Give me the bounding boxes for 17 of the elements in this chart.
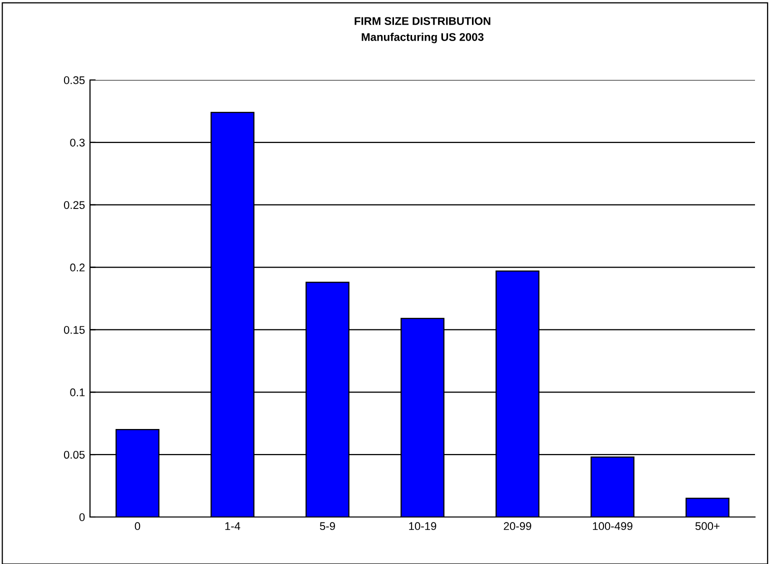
x-tick-label: 5-9 (320, 522, 336, 530)
y-tick-label: 0.15 (64, 326, 85, 334)
y-tick-label: 0.35 (64, 76, 85, 84)
x-tick-label: 1-4 (225, 522, 240, 530)
x-tick-label: 500+ (695, 522, 720, 530)
x-tick-label: 100-499 (592, 522, 632, 530)
y-tick-label: 0 (79, 513, 85, 522)
chart-title: FIRM SIZE DISTRIBUTION (354, 17, 490, 25)
chart-subtitle: Manufacturing US 2003 (362, 32, 484, 44)
y-tick-label: 0.1 (70, 388, 85, 396)
x-tick-label: 0 (134, 522, 140, 530)
x-tick-label: 10-19 (409, 522, 436, 530)
y-tick-label: 0.2 (70, 264, 85, 272)
x-tick-label: 20-99 (504, 522, 532, 530)
y-tick-label: 0.25 (64, 201, 85, 209)
y-tick-label: 0.3 (70, 138, 85, 147)
y-tick-label: 0.05 (64, 450, 85, 459)
